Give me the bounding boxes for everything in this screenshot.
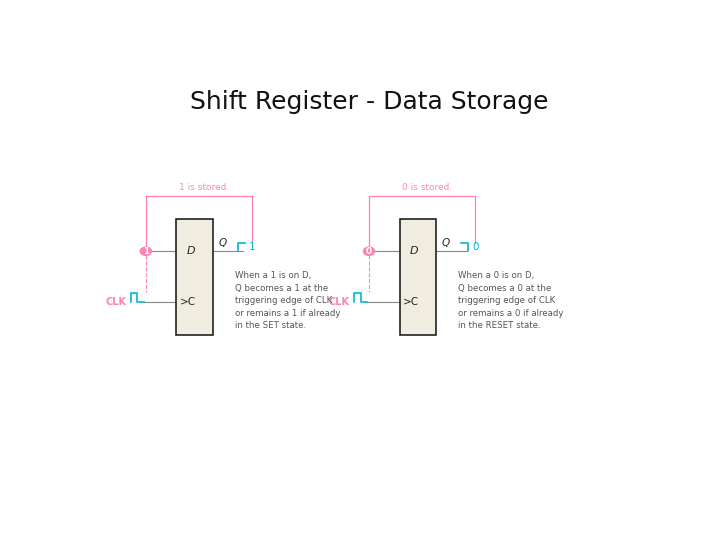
Text: CLK: CLK <box>105 298 126 307</box>
Text: CLK: CLK <box>328 298 349 307</box>
Text: D: D <box>410 246 418 256</box>
Text: D: D <box>186 246 195 256</box>
Text: 1: 1 <box>143 247 149 256</box>
Text: >C: >C <box>180 298 197 307</box>
Text: When a 0 is on D,
Q becomes a 0 at the
triggering edge of CLK
or remains a 0 if : When a 0 is on D, Q becomes a 0 at the t… <box>459 271 564 330</box>
Text: 0: 0 <box>366 247 372 256</box>
Circle shape <box>140 247 151 255</box>
Text: Shift Register - Data Storage: Shift Register - Data Storage <box>190 90 548 114</box>
Text: Q: Q <box>219 238 227 248</box>
Circle shape <box>364 247 374 255</box>
Bar <box>400 219 436 335</box>
Text: 0: 0 <box>472 242 479 252</box>
Text: 1: 1 <box>249 242 256 252</box>
Text: >C: >C <box>403 298 420 307</box>
Text: Q: Q <box>442 238 450 248</box>
Text: 1 is stored.: 1 is stored. <box>179 184 230 192</box>
Text: 0 is stored.: 0 is stored. <box>402 184 453 192</box>
Text: When a 1 is on D,
Q becomes a 1 at the
triggering edge of CLK
or remains a 1 if : When a 1 is on D, Q becomes a 1 at the t… <box>235 271 341 330</box>
Bar <box>176 219 213 335</box>
